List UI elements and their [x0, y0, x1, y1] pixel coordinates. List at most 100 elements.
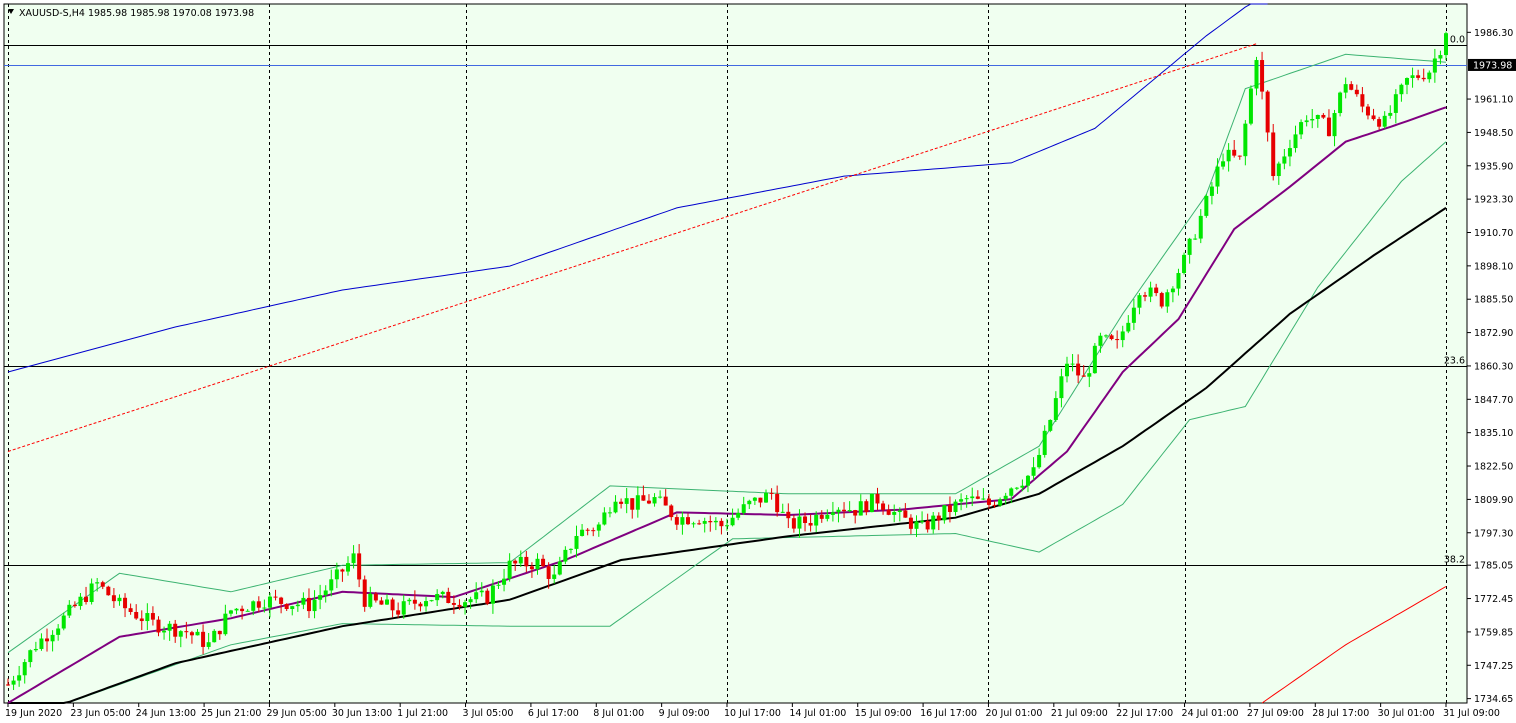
candle-bear: [379, 600, 384, 605]
symbol-info-label: XAUUSD-S,H4 1985.98 1985.98 1970.08 1973…: [19, 8, 254, 19]
candle-bear: [123, 597, 128, 609]
candle-bear: [986, 498, 991, 505]
candle-bull: [39, 638, 44, 649]
ma-long-line: [7, 3, 1268, 373]
candle-bull: [518, 556, 523, 564]
candle-bull: [580, 529, 585, 536]
candle-bull: [318, 595, 323, 600]
x-tick-label: 27 Jul 09:00: [1247, 708, 1304, 719]
candle-bear: [808, 522, 813, 526]
candle-bear: [546, 566, 551, 579]
candle-bear: [451, 603, 456, 605]
candle-bear: [273, 596, 278, 598]
candle-bull: [401, 601, 406, 615]
candle-bull: [1087, 373, 1092, 377]
candle-bull: [1170, 288, 1175, 293]
candle-bull: [1053, 398, 1058, 420]
candle-bull: [1226, 149, 1231, 162]
candle-bear: [139, 618, 144, 622]
fibo-level-label: 0.0: [1450, 35, 1465, 46]
candle-bull: [11, 680, 16, 685]
candle-bear: [1365, 106, 1370, 116]
plot-area[interactable]: [3, 3, 1468, 704]
candle-bull: [897, 510, 902, 513]
x-tick-label: 25 Jun 21:00: [201, 708, 261, 719]
candle-bear: [373, 593, 378, 601]
x-tick-label: 21 Jul 09:00: [1051, 708, 1108, 719]
candle-bear: [630, 498, 635, 510]
current-price-badge: [1468, 58, 1516, 71]
candle-bear: [769, 492, 774, 494]
y-tick-label: 1948.50: [1474, 128, 1513, 139]
y-tick-label: 1910.70: [1474, 228, 1513, 239]
candle-bull: [301, 597, 306, 605]
candle-bear: [641, 495, 646, 501]
candle-bull: [920, 520, 925, 522]
x-tick-label: 20 Jul 01:00: [985, 708, 1042, 719]
candle-bull: [1193, 238, 1198, 240]
candle-bull: [1104, 335, 1109, 337]
y-tick-label: 1785.05: [1474, 561, 1513, 572]
candle-bull: [1025, 475, 1030, 486]
x-tick-label: 22 Jul 17:00: [1116, 708, 1173, 719]
fibo-level-label: 38.2: [1444, 555, 1465, 566]
candle-bull: [1338, 92, 1343, 114]
candle-bull: [752, 497, 757, 501]
candle-bull: [162, 630, 167, 633]
triangle-down-icon[interactable]: [8, 9, 14, 14]
candle-bull: [33, 648, 38, 651]
candle-bull: [736, 512, 741, 518]
x-tick-label: 14 Jul 01:00: [789, 708, 846, 719]
candle-bear: [150, 613, 155, 620]
candle-bull: [797, 516, 802, 529]
candle-bull: [463, 602, 468, 607]
candle-bull: [312, 599, 317, 612]
candle-bull: [713, 520, 718, 523]
candle-bear: [396, 610, 401, 615]
candle-bull: [836, 509, 841, 513]
x-tick-label: 3 Jul 05:00: [463, 708, 514, 719]
candle-bull: [468, 599, 473, 603]
candle-bull: [1098, 335, 1103, 346]
candle-bull: [1299, 122, 1304, 135]
candle-bull: [117, 597, 122, 602]
candle-bull: [931, 515, 936, 530]
candle-bull: [1438, 55, 1443, 59]
candle-bull: [869, 493, 874, 513]
candle-bull: [1059, 376, 1064, 399]
x-tick-label: 24 Jul 01:00: [1182, 708, 1239, 719]
candle-bear: [1237, 155, 1242, 157]
candle-bear: [674, 517, 679, 525]
candle-bull: [1048, 419, 1053, 431]
y-tick-label: 1772.45: [1474, 594, 1513, 605]
candle-bear: [663, 496, 668, 506]
candle-bull: [1393, 94, 1398, 113]
candle-bull: [1388, 112, 1393, 116]
candle-bull: [552, 574, 557, 579]
candle-bull: [613, 501, 618, 513]
y-tick-label: 1885.50: [1474, 295, 1513, 306]
candle-bull: [479, 590, 484, 593]
candle-bear: [189, 632, 194, 636]
candle-bull: [764, 492, 769, 503]
candle-bull: [56, 628, 61, 635]
x-tick-label: 24 Jun 13:00: [136, 708, 196, 719]
y-tick-label: 1797.30: [1474, 528, 1513, 539]
candle-bear: [803, 516, 808, 523]
candle-bear: [390, 599, 395, 611]
y-tick-label: 1923.30: [1474, 195, 1513, 206]
candle-bull: [741, 504, 746, 513]
candle-bear: [1260, 60, 1265, 92]
y-tick-label: 1872.90: [1474, 328, 1513, 339]
candle-bear: [758, 497, 763, 503]
candle-bear: [184, 631, 189, 633]
candle-bear: [446, 591, 451, 604]
candle-bull: [228, 610, 233, 614]
candle-bull: [635, 495, 640, 510]
candle-bear: [947, 505, 952, 512]
candle-bull: [1221, 161, 1226, 167]
candle-bull: [602, 512, 607, 525]
candle-bull: [953, 501, 958, 512]
candle-bear: [619, 501, 624, 504]
